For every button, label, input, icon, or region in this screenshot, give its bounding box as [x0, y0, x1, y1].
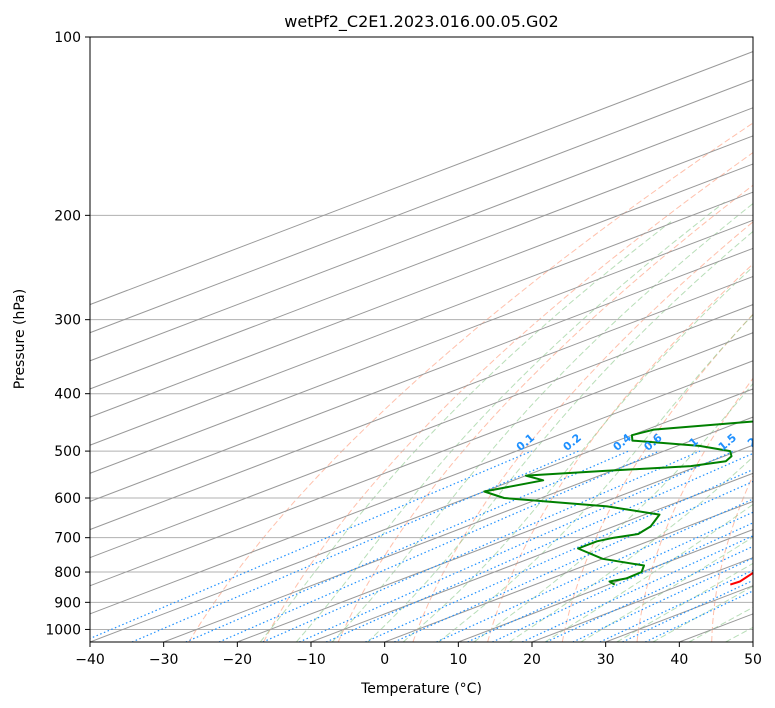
mixing-ratio-line: [492, 522, 753, 642]
isotherm-line: [90, 304, 753, 559]
x-axis: −40 −30 −20 −10 0 10 20 30 40 50: [75, 642, 762, 668]
mixing-ratio-line: [90, 450, 532, 640]
mixing-ratio-label: 0.2: [561, 431, 584, 453]
mixing-ratio-line: [467, 511, 753, 642]
dry-adiabat-line: [487, 263, 753, 642]
isotherm-line: [237, 444, 753, 642]
y-tick-label: 1000: [45, 622, 81, 638]
isotherm-line: [90, 135, 753, 390]
isotherm-line: [90, 332, 753, 587]
y-tick-label: 300: [54, 313, 81, 329]
moist-adiabat-line: [580, 536, 753, 642]
dry-adiabat-line: [412, 221, 753, 642]
y-tick-label: 600: [54, 491, 81, 507]
isotherm-line: [90, 247, 753, 502]
x-tick-label: 40: [670, 652, 688, 668]
isotherm-line: [752, 641, 753, 642]
isotherm-line: [679, 613, 753, 642]
mixing-ratio-line: [521, 535, 753, 642]
mixing-ratio-label: 0.4: [611, 431, 635, 454]
plot-area: 0.10.20.40.611.52346810131620253036-100-…: [90, 37, 759, 642]
dry-adiabat-line: [636, 377, 753, 642]
y-tick-label: 200: [54, 208, 81, 224]
dry-adiabat-line: [337, 184, 753, 642]
isotherm-line: [605, 585, 753, 642]
mixing-ratio-label: 1.5: [716, 431, 739, 453]
y-axis: 100 200 300 400 500 600 700 800 900 1000: [45, 30, 90, 638]
moist-adiabat-line: [725, 626, 753, 642]
moist-adiabat-line: [652, 585, 753, 642]
y-tick-label: 400: [54, 387, 81, 403]
isotherm-line: [384, 500, 753, 642]
dry-adiabat-line: [711, 474, 753, 642]
moist-adiabat-line: [544, 503, 753, 642]
mixing-ratio-label: 2: [745, 435, 759, 450]
isotherm-line: [90, 191, 753, 446]
moist-adiabat-line: [295, 201, 725, 642]
x-tick-label: −20: [223, 652, 253, 668]
y-tick-label: 800: [54, 565, 81, 581]
isotherm-line: [90, 388, 753, 642]
isotherm-line: [163, 416, 753, 642]
isotherm-line: [310, 472, 753, 642]
x-axis-label: Temperature (°C): [360, 681, 482, 697]
moist-adiabat-line: [331, 202, 753, 642]
isotherm-line: [531, 557, 753, 642]
x-tick-label: 20: [523, 652, 541, 668]
moist-adiabat-line: [438, 313, 753, 642]
dewpoint-profile-line: [483, 420, 753, 586]
isotherm-line: [90, 219, 753, 474]
y-tick-label: 700: [54, 531, 81, 547]
mixing-ratio-line: [393, 480, 753, 642]
isotherm-line: [90, 79, 753, 334]
x-tick-label: 0: [380, 652, 389, 668]
y-tick-label: 100: [54, 30, 81, 46]
plot-frame: [89, 36, 754, 643]
mixing-ratio-line: [436, 498, 753, 642]
isotherm-line: [90, 275, 753, 531]
dry-adiabat-line: [263, 151, 753, 642]
isotherm-line: [90, 163, 753, 418]
x-tick-label: 50: [744, 652, 762, 668]
x-tick-label: −40: [75, 652, 105, 668]
mixing-ratio-line: [131, 450, 579, 642]
x-tick-label: 30: [597, 652, 615, 668]
mixing-ratio-line: [644, 590, 753, 642]
moist-adiabat-line: [616, 562, 753, 642]
isotherm-line: [90, 107, 753, 362]
moist-adiabat-line: [509, 456, 753, 642]
isotherm-line: [90, 360, 753, 615]
mixing-ratio-line: [262, 450, 701, 642]
x-tick-label: 10: [449, 652, 467, 668]
moist-adiabat-line: [259, 221, 672, 642]
isotherm-line: [90, 51, 753, 306]
moist-adiabat-line: [473, 382, 753, 642]
x-tick-label: −30: [149, 652, 179, 668]
mixing-ratio-line: [185, 450, 629, 642]
dry-adiabat-line: [188, 122, 753, 642]
y-axis-label: Pressure (hPa): [12, 289, 28, 389]
isotherm-line: [458, 528, 753, 642]
mixing-ratio-line: [572, 557, 753, 642]
chart-title: wetPf2_C2E1.2023.016.00.05.G02: [284, 12, 558, 32]
y-tick-label: 500: [54, 444, 81, 460]
x-tick-label: −10: [296, 652, 326, 668]
y-tick-label: 900: [54, 595, 81, 611]
mixing-ratio-line: [298, 450, 734, 642]
